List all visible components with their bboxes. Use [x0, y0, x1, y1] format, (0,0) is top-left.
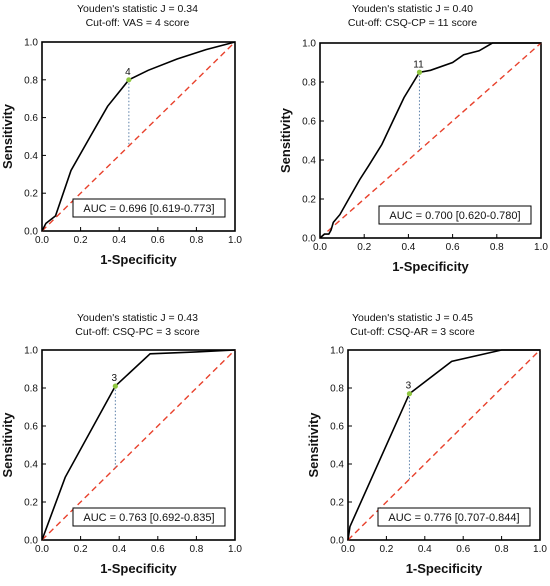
cutoff-label: 4 — [125, 67, 131, 78]
y-tick-label: 0.8 — [24, 384, 38, 395]
y-axis-label: Sensitivity — [0, 103, 15, 169]
y-tick-label: 0.4 — [302, 156, 316, 167]
x-tick-label: 0.8 — [490, 242, 504, 253]
x-tick-label: 0.4 — [112, 544, 126, 555]
chart-title: Youden's statistic J = 0.45 — [352, 312, 473, 324]
auc-label: AUC = 0.776 [0.707-0.844] — [388, 512, 519, 524]
y-tick-label: 0.6 — [330, 422, 344, 433]
y-tick-label: 0.0 — [24, 227, 38, 238]
roc-chart: 0.00.0 0.2 0.2 0.4 0.4 0.6 0.6 0.8 0.8 1.0 1.0 1-Sp… — [278, 39, 548, 275]
x-tick-label: 1.0 — [228, 235, 242, 246]
auc-box — [378, 205, 532, 225]
chart-subtitle: Cut-off: VAS = 4 score — [85, 17, 190, 29]
y-tick-label: 0.2 — [24, 498, 38, 509]
x-tick-label: 0.4 — [401, 242, 415, 253]
x-tick-label: 0.0 — [313, 242, 327, 253]
x-tick-label: 0.6 — [456, 544, 470, 555]
x-tick-label: 1.0 — [534, 242, 548, 253]
plot-frame — [319, 42, 542, 239]
plot-frame — [41, 349, 236, 541]
chart-title: Youden's statistic J = 0.43 — [77, 312, 198, 324]
roc-curve — [41, 41, 236, 232]
y-tick-label: 0.8 — [302, 78, 316, 89]
x-tick-label: 0.8 — [189, 544, 203, 555]
x-tick-label: 0.4 — [418, 544, 432, 555]
x-tick-label: 0.2 — [74, 544, 88, 555]
x-tick-label: 0.2 — [357, 242, 371, 253]
x-tick-label: 0.0 — [341, 544, 355, 555]
y-tick-label: 0.6 — [24, 422, 38, 433]
y-tick-label: 1.0 — [330, 346, 344, 357]
y-tick-label: 0.2 — [330, 498, 344, 509]
y-tick-label: 0.8 — [24, 75, 38, 86]
auc-box — [72, 507, 226, 527]
x-tick-label: 0.0 — [35, 235, 49, 246]
y-tick-label: 0.4 — [24, 460, 38, 471]
y-axis-label: Sensitivity — [0, 412, 15, 478]
x-tick-label: 0.6 — [151, 235, 165, 246]
roc-curve — [41, 349, 236, 541]
y-tick-label: 1.0 — [302, 39, 316, 50]
auc-label: AUC = 0.696 [0.619-0.773] — [83, 203, 214, 215]
auc-label: AUC = 0.763 [0.692-0.835] — [83, 512, 214, 524]
y-tick-label: 0.6 — [24, 113, 38, 124]
x-axis-label: 1-Specificity — [406, 561, 483, 576]
y-tick-label: 0.2 — [302, 195, 316, 206]
x-tick-label: 0.0 — [35, 544, 49, 555]
y-axis-label: Sensitivity — [306, 412, 321, 478]
roc-panel-csq-pc: Youden's statistic J = 0.43 Cut-off: CSQ… — [0, 293, 275, 586]
chart-subtitle: Cut-off: CSQ-PC = 3 score — [75, 326, 200, 338]
y-tick-label: 0.8 — [330, 384, 344, 395]
roc-panel-vas: Youden's statistic J = 0.34 Cut-off: VAS… — [0, 0, 275, 293]
roc-panel-csq-cp: Youden's statistic J = 0.40 Cut-off: CSQ… — [275, 0, 550, 293]
y-tick-label: 0.0 — [302, 234, 316, 245]
auc-box — [72, 198, 226, 218]
auc-box — [377, 507, 531, 527]
y-tick-label: 0.4 — [24, 151, 38, 162]
cutoff-point — [112, 383, 118, 389]
plot-frame — [41, 41, 236, 232]
y-tick-label: 1.0 — [24, 38, 38, 49]
x-tick-label: 1.0 — [533, 544, 547, 555]
chart-title: Youden's statistic J = 0.40 — [352, 3, 473, 15]
cutoff-label: 3 — [406, 381, 412, 392]
cutoff-point — [416, 69, 423, 75]
chart-title: Youden's statistic J = 0.34 — [77, 3, 198, 15]
x-axis-label: 1-Specificity — [100, 561, 177, 576]
x-tick-label: 0.6 — [151, 544, 165, 555]
x-axis-label: 1-Specificity — [100, 252, 177, 267]
cutoff-point — [126, 77, 132, 83]
roc-panel-csq-ar: Youden's statistic J = 0.45 Cut-off: CSQ… — [275, 293, 550, 586]
x-tick-label: 1.0 — [228, 544, 242, 555]
cutoff-label: 3 — [112, 373, 118, 384]
chart-subtitle: Cut-off: CSQ-AR = 3 score — [350, 326, 475, 338]
x-tick-label: 0.4 — [112, 235, 126, 246]
cutoff-label: 11 — [413, 59, 424, 70]
y-axis-label: Sensitivity — [278, 107, 293, 173]
x-tick-label: 0.2 — [74, 235, 88, 246]
cutoff-point — [406, 391, 413, 397]
roc-chart: 0.00.0 0.2 0.2 0.4 0.4 0.6 0.6 0.8 0.8 1.0 1.0 1-Sp… — [306, 346, 547, 577]
y-tick-label: 0.4 — [330, 460, 344, 471]
y-tick-label: 0.0 — [330, 536, 344, 547]
x-axis-label: 1-Specificity — [392, 259, 469, 274]
plot-frame — [347, 349, 541, 541]
y-tick-label: 0.2 — [24, 189, 38, 200]
y-tick-label: 1.0 — [24, 346, 38, 357]
roc-chart: 0.00.0 0.2 0.2 0.4 0.4 0.6 0.6 0.8 0.8 1.0 1.0 1-Sp… — [0, 346, 242, 577]
roc-curve — [347, 349, 540, 541]
x-tick-label: 0.6 — [446, 242, 460, 253]
x-tick-label: 0.2 — [379, 544, 393, 555]
roc-curve — [319, 42, 541, 239]
x-tick-label: 0.8 — [189, 235, 203, 246]
y-tick-label: 0.0 — [24, 536, 38, 547]
reference-line — [319, 42, 542, 239]
roc-chart: 0.00.0 0.2 0.2 0.4 0.4 0.6 0.6 0.8 0.8 1.0 1.0 1-Sp… — [0, 38, 242, 268]
chart-subtitle: Cut-off: CSQ-CP = 11 score — [347, 17, 478, 29]
y-tick-label: 0.6 — [302, 117, 316, 128]
x-tick-label: 0.8 — [495, 544, 509, 555]
auc-label: AUC = 0.700 [0.620-0.780] — [389, 210, 520, 222]
